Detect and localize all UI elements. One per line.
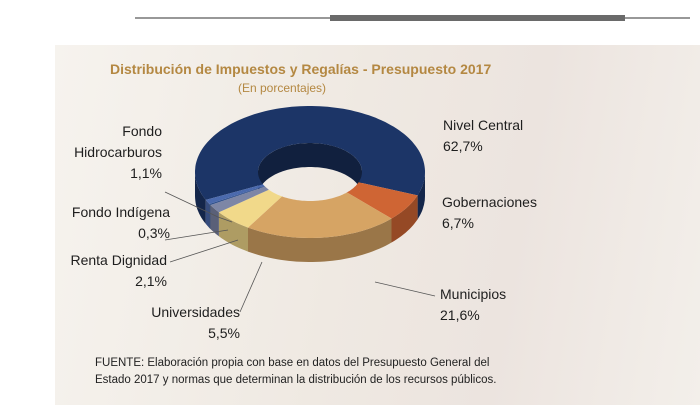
slice-side xyxy=(248,218,392,262)
label: Gobernaciones 6,7% xyxy=(442,192,537,234)
label: Fondo Indígena 0,3% xyxy=(30,202,170,244)
slice-side xyxy=(417,172,425,220)
value-label: 62,7% xyxy=(443,138,483,154)
slice xyxy=(346,182,418,243)
leaders xyxy=(164,191,436,313)
slice-top xyxy=(248,192,392,238)
leader xyxy=(239,261,263,313)
leader xyxy=(164,191,233,223)
value-label: 1,1% xyxy=(130,165,162,181)
category-label: Fondo Hidrocarburos xyxy=(74,123,162,160)
label: Municipios 21,6% xyxy=(440,284,506,326)
value-label: 2,1% xyxy=(135,273,167,289)
category-label: Municipios xyxy=(440,286,507,302)
label: Renta Dignidad 2,1% xyxy=(27,250,167,292)
source-note: FUENTE: Elaboración propia con base en d… xyxy=(95,357,497,386)
category-label: Nivel Central xyxy=(443,117,524,133)
category-label: Fondo Indígena xyxy=(71,204,170,220)
slice-top xyxy=(346,182,418,219)
category-label: Universidades xyxy=(151,304,240,320)
slice xyxy=(210,186,269,237)
value-label: 6,7% xyxy=(442,215,474,231)
slice-top xyxy=(209,186,265,205)
slice-side xyxy=(195,172,206,224)
leader xyxy=(164,229,229,241)
chart-subtitle: (En porcentajes) xyxy=(238,81,327,95)
slice-top xyxy=(210,186,269,213)
value-label: 5,5% xyxy=(208,325,240,341)
leader xyxy=(169,239,239,263)
leader xyxy=(374,281,436,297)
slice-side xyxy=(205,199,210,228)
slice-side xyxy=(391,195,418,243)
slice xyxy=(218,189,282,252)
slice-top xyxy=(218,189,282,228)
label: Fondo Hidrocarburos 1,1% xyxy=(62,121,162,184)
slice-inner-wall xyxy=(258,143,362,196)
slice-top xyxy=(205,184,265,204)
slice xyxy=(205,184,265,228)
slice xyxy=(248,192,392,262)
donut xyxy=(195,106,425,262)
value-label: 21,6% xyxy=(440,307,480,323)
slice xyxy=(209,186,265,229)
label: Nivel Central 62,7% xyxy=(443,115,523,157)
slice-side xyxy=(209,204,211,229)
slice-side xyxy=(218,212,248,252)
value-label: 0,3% xyxy=(138,225,170,241)
slice xyxy=(195,106,425,224)
slice-top xyxy=(195,106,425,200)
chart-title: Distribución de Impuestos y Regalías - P… xyxy=(110,61,492,77)
label: Universidades 5,5% xyxy=(100,302,240,344)
slice-side xyxy=(210,205,219,237)
category-label: Renta Dignidad xyxy=(70,252,167,268)
category-label: Gobernaciones xyxy=(442,194,537,210)
